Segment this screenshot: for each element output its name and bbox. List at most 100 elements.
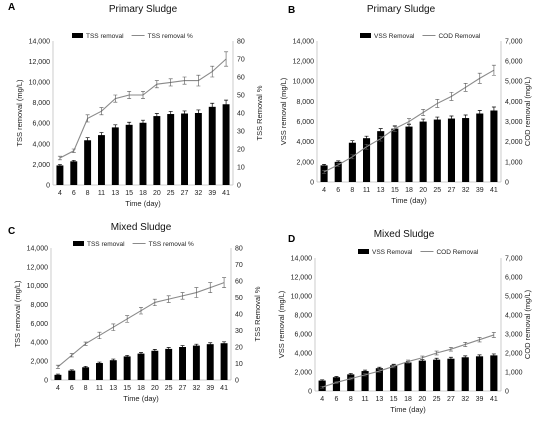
bar-error-bar — [196, 109, 201, 117]
panel-letter: C — [8, 226, 15, 237]
right-tick-label: 70 — [237, 56, 245, 63]
x-axis-label: Time (day) — [390, 405, 426, 414]
y2-axis-label: TSS Removal % — [255, 85, 264, 140]
line-error-bar — [208, 282, 213, 293]
bar-error-bar — [448, 356, 453, 361]
bar-error-bar — [463, 355, 468, 359]
left-tick-label: 6,000 — [30, 321, 48, 328]
bar-error-bar — [463, 114, 468, 122]
x-tick-label: 15 — [125, 190, 133, 197]
x-tick-label: 6 — [335, 396, 339, 403]
x-tick-label: 4 — [320, 396, 324, 403]
right-tick-label: 6,000 — [505, 59, 523, 66]
x-tick-label: 32 — [192, 385, 200, 392]
legend-line-label: COD Removal — [438, 33, 480, 40]
right-tick-label: 80 — [237, 38, 245, 45]
x-tick-label: 27 — [179, 385, 187, 392]
bar-error-bar — [71, 159, 76, 163]
x-tick-label: 8 — [84, 385, 88, 392]
right-tick-label: 1,000 — [505, 159, 523, 166]
line-error-bar — [420, 355, 425, 360]
bar-error-bar — [154, 113, 159, 119]
chart-title: Mixed Sludge — [374, 229, 435, 240]
line-error-bar — [152, 298, 157, 307]
bar-error-bar — [378, 128, 383, 134]
x-tick-label: 4 — [58, 190, 62, 197]
right-tick-label: 5,000 — [505, 293, 523, 300]
bar-error-bar — [57, 164, 62, 167]
chart-panel-d: D Mixed Sludge VSS Removal COD Removal 0 2,00… — [277, 229, 532, 414]
bar-error-bar — [477, 354, 482, 358]
left-tick-label: 8,000 — [30, 302, 48, 309]
left-tick-label: 12,000 — [29, 59, 51, 66]
right-tick-label: 4,000 — [505, 99, 523, 106]
chart-title: Mixed Sludge — [111, 222, 172, 233]
line-error-bar — [71, 148, 76, 153]
bar — [151, 350, 159, 380]
x-tick-label: 13 — [375, 396, 383, 403]
left-tick-label: 14,000 — [293, 38, 315, 45]
x-tick-label: 41 — [490, 396, 498, 403]
bar-error-bar — [421, 118, 426, 125]
bar — [377, 131, 385, 182]
bar — [192, 345, 200, 380]
bar-error-bar — [55, 373, 60, 376]
chart-panel-b: B Primary Sludge VSS Removal COD Removal 0 2,… — [279, 4, 532, 205]
left-tick-label: 10,000 — [293, 79, 315, 86]
bar-error-bar — [477, 110, 482, 117]
x-tick-label: 20 — [151, 385, 159, 392]
bar — [181, 113, 188, 185]
line-error-bar — [194, 287, 199, 298]
y2-axis-label: TSS Removal % — [253, 286, 262, 341]
bar — [137, 353, 145, 380]
left-tick-label: 14,000 — [27, 245, 49, 252]
bar — [109, 360, 117, 380]
right-tick-label: 7,000 — [505, 38, 523, 45]
right-tick-label: 30 — [235, 328, 243, 335]
x-tick-label: 39 — [206, 385, 214, 392]
left-tick-label: 0 — [46, 182, 50, 189]
bar — [125, 124, 133, 185]
right-tick-label: 70 — [235, 262, 243, 269]
line-error-bar — [364, 144, 369, 150]
bar-error-bar — [83, 365, 88, 369]
x-tick-label: 6 — [72, 190, 76, 197]
x-tick-label: 18 — [405, 187, 413, 194]
right-tick-label: 2,000 — [505, 350, 523, 357]
right-tick-label: 0 — [505, 388, 509, 395]
line-error-bar — [322, 170, 327, 174]
x-axis-label: Time (day) — [123, 394, 159, 403]
right-tick-label: 60 — [237, 74, 245, 81]
right-tick-label: 4,000 — [505, 312, 523, 319]
bar — [82, 367, 90, 380]
line-error-bar — [334, 381, 339, 384]
line-error-bar — [435, 99, 440, 108]
line-error-bar — [210, 65, 215, 78]
chart-title: Primary Sludge — [367, 4, 436, 15]
bar — [476, 113, 484, 182]
chart-panel-a: A Primary Sludge TSS removal TSS removal % 0… — [8, 2, 264, 208]
left-tick-label: 8,000 — [296, 99, 314, 106]
x-tick-label: 27 — [447, 396, 455, 403]
x-tick-label: 27 — [181, 190, 189, 197]
x-tick-label: 32 — [461, 396, 469, 403]
right-tick-label: 0 — [235, 377, 239, 384]
left-tick-label: 6,000 — [32, 121, 50, 128]
bar-error-bar — [194, 343, 199, 347]
legend-line-label: COD Removal — [436, 249, 478, 256]
left-tick-label: 10,000 — [27, 283, 49, 290]
bar — [96, 363, 103, 380]
bar-error-bar — [320, 379, 325, 382]
bar — [375, 368, 383, 391]
bar-error-bar — [434, 357, 439, 362]
bar-error-bar — [166, 347, 171, 351]
left-tick-label: 8,000 — [32, 100, 50, 107]
left-tick-label: 4,000 — [30, 340, 48, 347]
bar — [462, 118, 470, 182]
bar — [123, 356, 131, 380]
line-error-bar — [463, 83, 468, 92]
line-error-bar — [336, 162, 341, 167]
bar — [84, 140, 92, 185]
bar-error-bar — [435, 116, 440, 123]
line-error-bar — [448, 347, 453, 352]
